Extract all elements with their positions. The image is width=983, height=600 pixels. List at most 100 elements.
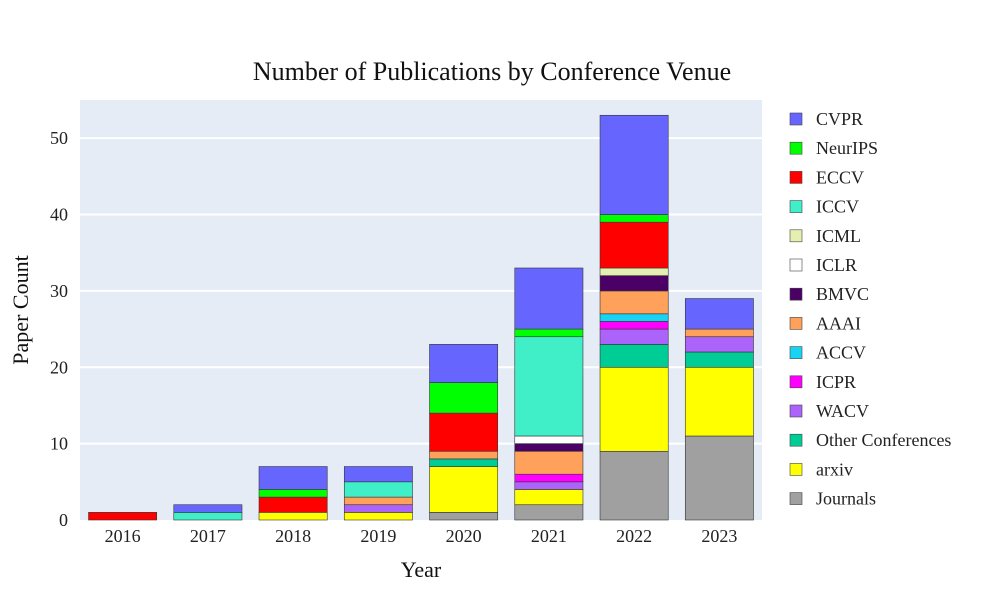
legend-item[interactable]: CVPR [789,109,863,129]
bar-segment[interactable] [343,512,413,521]
x-tick-label: 2019 [360,526,396,546]
bar-segment[interactable] [599,114,669,215]
y-axis-label: Paper Count [8,255,33,364]
legend-label: ACCV [816,343,866,363]
bar-segment[interactable] [514,435,584,444]
bar-segment[interactable] [429,382,499,414]
legend-swatch [789,404,803,418]
x-tick-label: 2018 [275,526,311,546]
bar-segment[interactable] [258,466,328,490]
legend-swatch [789,433,803,447]
legend-item[interactable]: BMVC [789,284,869,304]
legend-swatch [789,141,803,155]
legend-item[interactable]: ICCV [789,197,859,217]
bar-segment[interactable] [258,496,328,513]
bar-segment[interactable] [88,512,158,521]
bar-segment[interactable] [684,366,754,437]
legend-swatch [789,287,803,301]
bar-segment[interactable] [343,481,413,498]
y-tick-labels: 0 10 20 30 40 50 [50,128,68,530]
legend-swatch [789,229,803,243]
bar-segment[interactable] [514,443,584,452]
legend-item[interactable]: ICLR [789,255,857,275]
bar-segment[interactable] [514,481,584,490]
legend-item[interactable]: ACCV [789,343,866,363]
legend-item[interactable]: ICPR [789,372,856,392]
x-tick-label: 2023 [701,526,737,546]
legend-label: Journals [816,489,876,509]
y-tick-label: 20 [50,357,68,377]
legend-item[interactable]: Other Conferences [789,430,951,450]
bar-segment[interactable] [173,512,243,521]
bar-segment[interactable] [173,504,243,513]
bar-segment[interactable] [599,313,669,322]
bar-segment[interactable] [514,450,584,475]
bar-segment[interactable] [684,336,754,353]
legend-label: ICML [816,226,861,246]
bar-segment[interactable] [514,489,584,506]
y-tick-label: 30 [50,281,68,301]
legend-item[interactable]: arxiv [789,459,853,479]
bar-segment[interactable] [684,298,754,330]
bar-segment[interactable] [429,450,499,460]
bar-segment[interactable] [429,512,499,521]
x-axis-label: Year [401,557,442,582]
bar-segment[interactable] [599,450,669,521]
bar-segment[interactable] [343,466,413,483]
bar-segment[interactable] [429,466,499,513]
bar-segment[interactable] [599,221,669,269]
legend-label: AAAI [816,313,861,333]
legend-swatch [789,171,803,184]
x-tick-label: 2017 [190,526,226,546]
legend-item[interactable]: ECCV [789,167,864,187]
legend-item[interactable]: NeurIPS [789,138,878,158]
bar-segment[interactable] [599,344,669,368]
legend-item[interactable]: ICML [789,226,861,246]
bar-segment[interactable] [599,267,669,276]
bar-segment[interactable] [514,267,584,330]
chart-title: Number of Publications by Conference Ven… [253,57,731,86]
legend-label: NeurIPS [816,138,878,158]
legend[interactable]: CVPR NeurIPS ECCV ICCV ICML ICLR BMVC AAAI ACCV I… [789,109,951,509]
bar-segment[interactable] [514,473,584,483]
legend-label: ECCV [816,167,864,187]
y-tick-label: 0 [59,510,68,530]
bar-segment[interactable] [599,366,669,452]
x-tick-label: 2020 [446,526,482,546]
legend-label: WACV [816,401,869,421]
bar-segment[interactable] [514,328,584,338]
legend-swatch [789,258,803,272]
bar-segment[interactable] [258,489,328,498]
bar-segment[interactable] [684,328,754,338]
bar-segment[interactable] [599,275,669,292]
legend-swatch [789,492,803,505]
y-tick-label: 50 [50,128,68,148]
x-tick-label: 2022 [616,526,652,546]
bar-segment[interactable] [429,344,499,383]
legend-label: BMVC [816,284,869,304]
bar-segment[interactable] [343,504,413,513]
legend-label: CVPR [816,109,863,129]
bar-segment[interactable] [429,412,499,452]
bar-segment[interactable] [684,435,754,521]
legend-item[interactable]: AAAI [789,313,861,333]
bar-segment[interactable] [343,496,413,506]
bar-segment[interactable] [684,351,754,368]
legend-item[interactable]: WACV [789,401,869,421]
bar-segment[interactable] [599,328,669,345]
legend-swatch [789,463,803,476]
legend-item[interactable]: Journals [789,489,876,509]
bar-segment[interactable] [258,512,328,521]
x-tick-label: 2016 [105,526,141,546]
bar-segment[interactable] [429,458,499,467]
legend-swatch [789,346,803,359]
bar-segment[interactable] [599,290,669,315]
bar-segment[interactable] [599,214,669,223]
bar-segment[interactable] [514,504,584,521]
y-tick-label: 40 [50,205,68,225]
x-tick-labels: 2016 2017 2018 2019 2020 2021 2022 2023 [105,526,738,546]
legend-label: ICLR [816,255,857,275]
bar-segment[interactable] [599,321,669,330]
bar-segment[interactable] [514,336,584,437]
